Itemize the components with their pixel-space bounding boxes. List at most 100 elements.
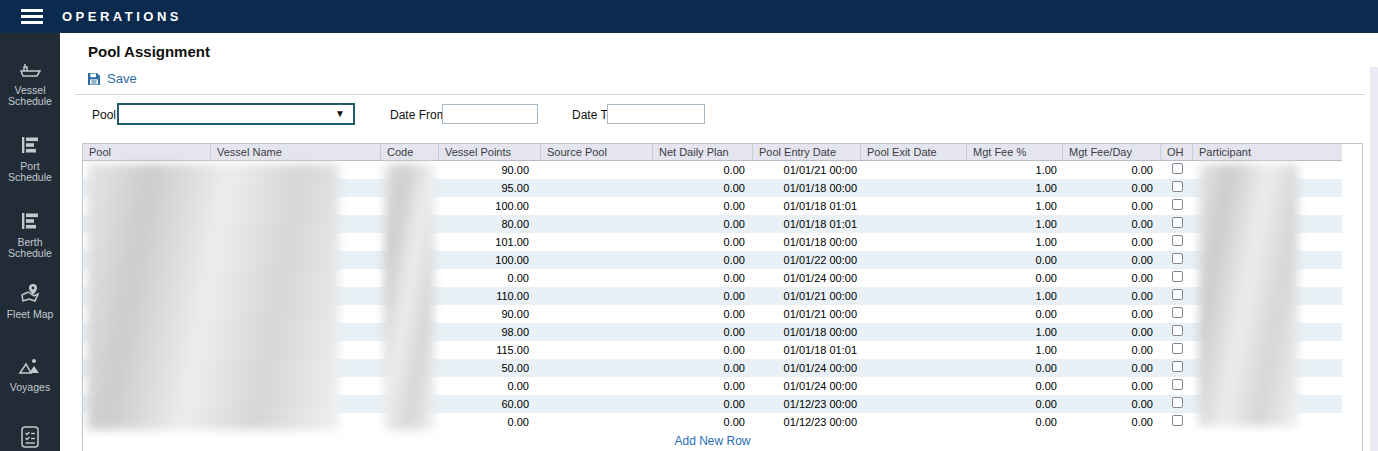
cell-mgt-fee-pct[interactable]: 1.00	[967, 287, 1063, 305]
cell-pool-exit-date[interactable]	[861, 413, 967, 431]
column-header-source-pool[interactable]: Source Pool	[541, 144, 653, 160]
cell-vessel-points[interactable]: 0.00	[439, 377, 541, 395]
cell-source-pool[interactable]	[541, 251, 653, 269]
cell-mgt-fee-day[interactable]: 0.00	[1063, 377, 1161, 395]
cell-pool-entry-date[interactable]: 01/01/18 01:01	[753, 215, 861, 233]
add-new-row-button[interactable]: Add New Row	[83, 431, 1342, 449]
column-header-vessel-name[interactable]: Vessel Name	[211, 144, 381, 160]
oh-checkbox[interactable]	[1172, 325, 1183, 336]
cell-source-pool[interactable]	[541, 215, 653, 233]
cell-source-pool[interactable]	[541, 197, 653, 215]
pool-select[interactable]: ▼	[117, 103, 355, 125]
cell-source-pool[interactable]	[541, 287, 653, 305]
cell-vessel-points[interactable]: 100.00	[439, 251, 541, 269]
cell-vessel-points[interactable]: 60.00	[439, 395, 541, 413]
sidebar-item-tasks[interactable]: Tasks	[0, 425, 60, 451]
cell-pool-entry-date[interactable]: 01/01/18 01:01	[753, 197, 861, 215]
cell-source-pool[interactable]	[541, 233, 653, 251]
column-header-mgt-fee-day[interactable]: Mgt Fee/Day	[1063, 144, 1161, 160]
cell-vessel-points[interactable]: 80.00	[439, 215, 541, 233]
cell-pool-entry-date[interactable]: 01/01/18 00:00	[753, 233, 861, 251]
cell-vessel-points[interactable]: 95.00	[439, 179, 541, 197]
column-header-oh[interactable]: OH	[1161, 144, 1193, 160]
cell-net-daily-plan[interactable]: 0.00	[653, 215, 753, 233]
cell-net-daily-plan[interactable]: 0.00	[653, 287, 753, 305]
cell-pool-exit-date[interactable]	[861, 197, 967, 215]
cell-source-pool[interactable]	[541, 305, 653, 323]
cell-source-pool[interactable]	[541, 161, 653, 179]
cell-mgt-fee-pct[interactable]: 1.00	[967, 215, 1063, 233]
sidebar-item-fleet-map[interactable]: Fleet Map	[0, 281, 60, 320]
cell-source-pool[interactable]	[541, 341, 653, 359]
cell-net-daily-plan[interactable]: 0.00	[653, 305, 753, 323]
hamburger-menu-icon[interactable]	[21, 9, 43, 24]
cell-pool-exit-date[interactable]	[861, 179, 967, 197]
cell-pool-exit-date[interactable]	[861, 233, 967, 251]
cell-pool-entry-date[interactable]: 01/01/21 00:00	[753, 305, 861, 323]
oh-checkbox[interactable]	[1172, 163, 1183, 174]
cell-vessel-points[interactable]: 0.00	[439, 269, 541, 287]
column-header-vessel-points[interactable]: Vessel Points	[439, 144, 541, 160]
cell-vessel-points[interactable]: 90.00	[439, 161, 541, 179]
sidebar-item-voyages[interactable]: Voyages	[0, 354, 60, 393]
date-to-input[interactable]	[607, 104, 705, 124]
oh-checkbox[interactable]	[1172, 253, 1183, 264]
cell-pool-exit-date[interactable]	[861, 305, 967, 323]
cell-net-daily-plan[interactable]: 0.00	[653, 377, 753, 395]
cell-pool-exit-date[interactable]	[861, 287, 967, 305]
cell-net-daily-plan[interactable]: 0.00	[653, 413, 753, 431]
column-header-pool-entry-date[interactable]: Pool Entry Date	[753, 144, 861, 160]
column-header-net-daily-plan[interactable]: Net Daily Plan	[653, 144, 753, 160]
cell-mgt-fee-pct[interactable]: 0.00	[967, 359, 1063, 377]
cell-mgt-fee-day[interactable]: 0.00	[1063, 287, 1161, 305]
cell-vessel-points[interactable]: 0.00	[439, 413, 541, 431]
cell-pool-entry-date[interactable]: 01/01/24 00:00	[753, 377, 861, 395]
cell-net-daily-plan[interactable]: 0.00	[653, 359, 753, 377]
cell-source-pool[interactable]	[541, 413, 653, 431]
oh-checkbox[interactable]	[1172, 271, 1183, 282]
oh-checkbox[interactable]	[1172, 217, 1183, 228]
save-button[interactable]: Save	[87, 71, 137, 86]
cell-net-daily-plan[interactable]: 0.00	[653, 179, 753, 197]
cell-pool-entry-date[interactable]: 01/01/22 00:00	[753, 251, 861, 269]
cell-mgt-fee-pct[interactable]: 0.00	[967, 413, 1063, 431]
cell-pool-entry-date[interactable]: 01/12/23 00:00	[753, 395, 861, 413]
sidebar-item-port-schedule[interactable]: Port Schedule	[0, 133, 60, 183]
cell-net-daily-plan[interactable]: 0.00	[653, 233, 753, 251]
cell-mgt-fee-pct[interactable]: 1.00	[967, 323, 1063, 341]
cell-source-pool[interactable]	[541, 323, 653, 341]
cell-mgt-fee-day[interactable]: 0.00	[1063, 251, 1161, 269]
cell-mgt-fee-day[interactable]: 0.00	[1063, 215, 1161, 233]
vertical-scrollbar[interactable]	[1370, 67, 1378, 451]
cell-mgt-fee-day[interactable]: 0.00	[1063, 269, 1161, 287]
cell-mgt-fee-pct[interactable]: 0.00	[967, 377, 1063, 395]
column-header-mgt-fee-pct[interactable]: Mgt Fee %	[967, 144, 1063, 160]
cell-pool-exit-date[interactable]	[861, 161, 967, 179]
cell-mgt-fee-pct[interactable]: 0.00	[967, 305, 1063, 323]
cell-pool-entry-date[interactable]: 01/01/18 00:00	[753, 323, 861, 341]
cell-mgt-fee-day[interactable]: 0.00	[1063, 413, 1161, 431]
cell-vessel-points[interactable]: 98.00	[439, 323, 541, 341]
cell-pool-exit-date[interactable]	[861, 341, 967, 359]
oh-checkbox[interactable]	[1172, 379, 1183, 390]
cell-mgt-fee-day[interactable]: 0.00	[1063, 359, 1161, 377]
cell-mgt-fee-day[interactable]: 0.00	[1063, 179, 1161, 197]
cell-pool-entry-date[interactable]: 01/01/18 01:01	[753, 341, 861, 359]
cell-pool-exit-date[interactable]	[861, 359, 967, 377]
cell-mgt-fee-pct[interactable]: 0.00	[967, 395, 1063, 413]
cell-net-daily-plan[interactable]: 0.00	[653, 197, 753, 215]
cell-mgt-fee-day[interactable]: 0.00	[1063, 341, 1161, 359]
oh-checkbox[interactable]	[1172, 181, 1183, 192]
cell-vessel-points[interactable]: 101.00	[439, 233, 541, 251]
cell-mgt-fee-day[interactable]: 0.00	[1063, 161, 1161, 179]
cell-pool-entry-date[interactable]: 01/01/18 00:00	[753, 179, 861, 197]
cell-source-pool[interactable]	[541, 269, 653, 287]
cell-mgt-fee-day[interactable]: 0.00	[1063, 395, 1161, 413]
cell-mgt-fee-pct[interactable]: 1.00	[967, 341, 1063, 359]
oh-checkbox[interactable]	[1172, 343, 1183, 354]
cell-mgt-fee-pct[interactable]: 1.00	[967, 161, 1063, 179]
column-header-pool-exit-date[interactable]: Pool Exit Date	[861, 144, 967, 160]
cell-source-pool[interactable]	[541, 395, 653, 413]
cell-net-daily-plan[interactable]: 0.00	[653, 395, 753, 413]
cell-pool-exit-date[interactable]	[861, 395, 967, 413]
